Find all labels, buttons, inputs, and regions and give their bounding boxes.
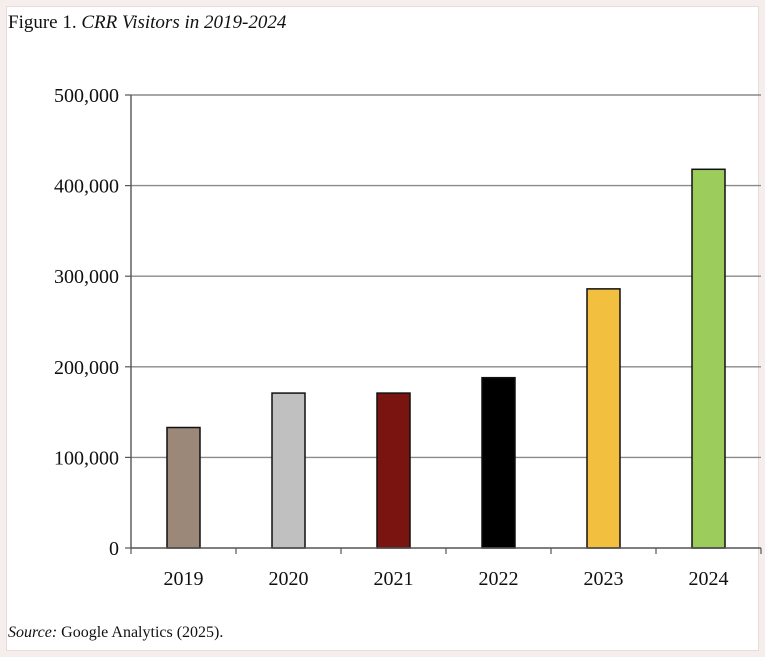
figure-caption: Figure 1. CRR Visitors in 2019-2024 (8, 12, 286, 34)
source-label: Source: (8, 624, 58, 641)
x-tick-label: 2022 (479, 568, 519, 590)
y-tick-label: 300,000 (54, 266, 119, 288)
bar-2021 (376, 392, 411, 549)
x-tick-label: 2024 (689, 568, 729, 590)
bar-2023 (586, 288, 621, 549)
y-tick-label: 200,000 (54, 357, 119, 379)
gridlines (131, 94, 761, 459)
y-tick-labels: 0 100,000 200,000 300,000 400,000 500,000 (54, 85, 119, 560)
x-tick-labels: 2019 2020 2021 2022 2023 2024 (164, 568, 729, 590)
x-tick-label: 2020 (269, 568, 309, 590)
source-note: Source: Google Analytics (2025). (8, 624, 223, 642)
axes (125, 94, 762, 554)
y-tick-label: 500,000 (54, 85, 119, 107)
y-tick-label: 400,000 (54, 176, 119, 198)
y-tick-label: 0 (109, 538, 119, 560)
bar-2024 (691, 168, 726, 549)
y-tick-label: 100,000 (54, 447, 119, 469)
x-tick-label: 2023 (584, 568, 624, 590)
bars (166, 168, 726, 549)
x-tick-label: 2019 (164, 568, 204, 590)
source-text: Google Analytics (2025). (61, 624, 224, 641)
bar-2020 (271, 392, 306, 549)
x-tick-label: 2021 (374, 568, 414, 590)
chart-title: CRR Visitors in 2019-2024 (81, 12, 287, 33)
bar-2022 (481, 376, 516, 549)
bar-2019 (166, 426, 201, 549)
figure-number: Figure 1. (8, 12, 77, 33)
